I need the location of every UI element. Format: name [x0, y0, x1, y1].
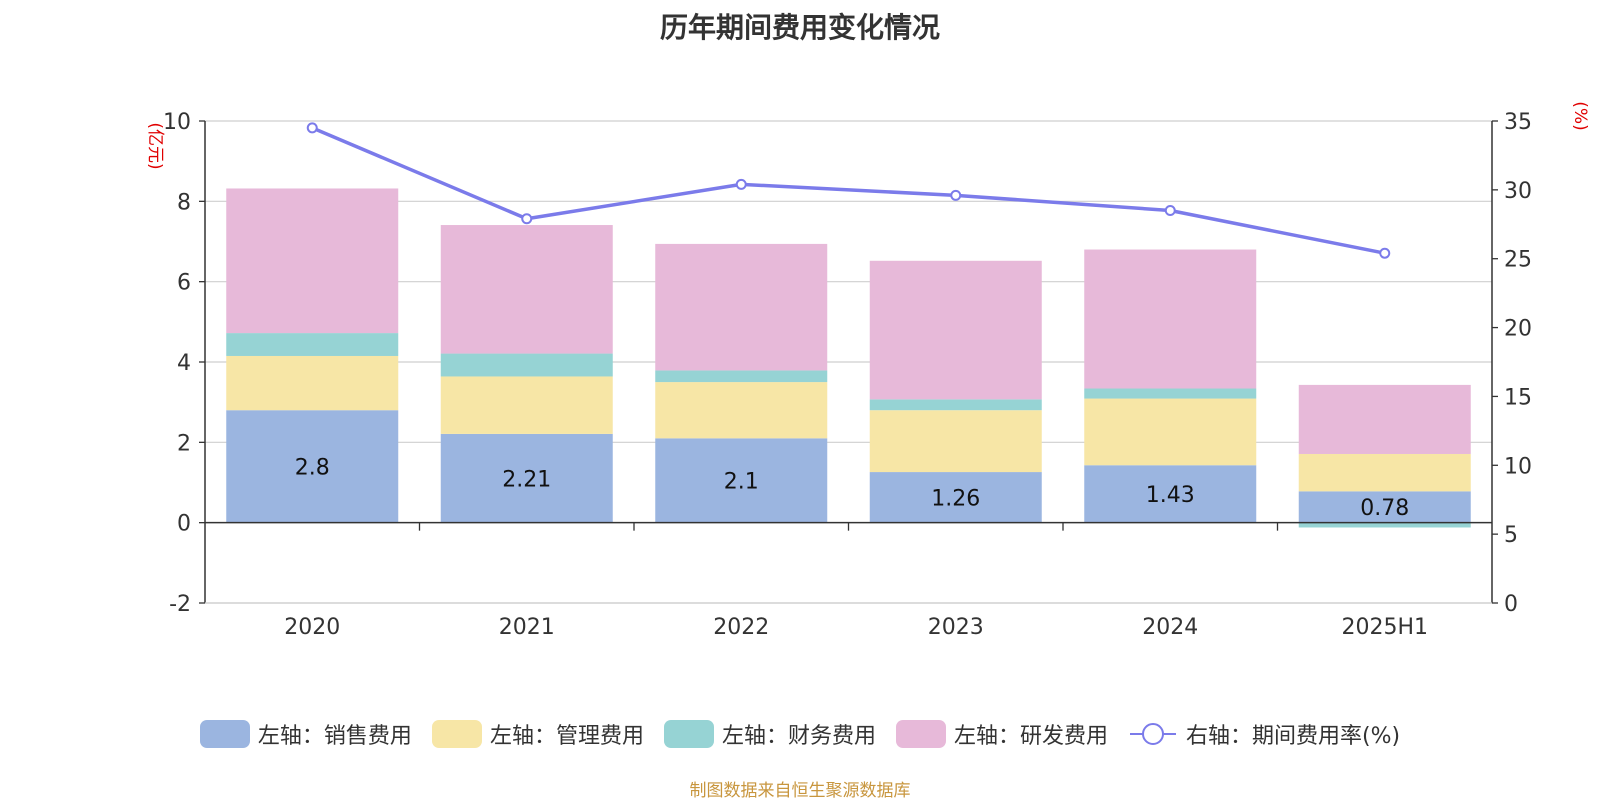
rate-point: [1164, 205, 1176, 217]
right-tick-label: 20: [1504, 317, 1532, 342]
legend-swatch-sales: [199, 720, 250, 748]
legend-line-marker-icon: [1129, 723, 1176, 745]
rate-point: [521, 213, 533, 225]
category-label: 2021: [499, 615, 555, 640]
rate-point: [950, 189, 962, 201]
legend-label: 右轴：期间费用率(%): [1185, 724, 1401, 749]
data-label-sales: 0.78: [1360, 496, 1409, 521]
legend-swatch-finance: [663, 720, 714, 748]
bar-rnd-2025H1: [1298, 384, 1471, 454]
chart-title: 历年期间费用变化情况: [659, 11, 940, 44]
bar-rnd-2023: [869, 260, 1042, 400]
bar-rnd-2020: [226, 188, 399, 334]
bar-mgmt-2021: [440, 376, 613, 434]
bar-rnd-2021: [440, 225, 613, 354]
bar-sales-2021: [440, 433, 613, 523]
right-tick-label: 35: [1504, 110, 1532, 135]
bar-rnd-2022: [655, 243, 828, 371]
category-label: 2022: [713, 615, 769, 640]
bar-mgmt-2020: [226, 355, 399, 411]
left-tick-label: -2: [169, 592, 191, 617]
rate-point: [735, 178, 747, 190]
rate-line: [311, 126, 1386, 255]
category-label: 2023: [928, 615, 984, 640]
right-axis-title: (%): [1570, 101, 1590, 130]
data-label-sales: 2.1: [724, 469, 759, 494]
bar-finance-2022: [655, 370, 828, 383]
legend-label: 左轴：销售费用: [257, 724, 412, 749]
left-axis-title: (亿元): [145, 122, 165, 169]
legend-item-sales[interactable]: 左轴：销售费用: [199, 718, 412, 750]
left-tick-label: 0: [177, 512, 191, 537]
bar-sales-2020: [226, 410, 399, 523]
category-label: 2024: [1142, 615, 1198, 640]
data-label-sales: 1.26: [931, 486, 980, 511]
bar-finance-2021: [440, 353, 613, 377]
rate-point: [1379, 247, 1391, 259]
left-tick-label: 8: [177, 190, 191, 215]
left-tick-label: 6: [177, 271, 191, 296]
right-tick-label: 30: [1504, 179, 1532, 204]
bar-finance-2023: [869, 399, 1042, 411]
right-tick-label: 5: [1504, 523, 1518, 548]
bar-finance-2020: [226, 333, 399, 356]
category-label: 2025H1: [1341, 615, 1428, 640]
chart-legend: 左轴：销售费用 左轴：管理费用 左轴：财务费用 左轴：研发费用 右轴：期间费用率(%): [0, 718, 1600, 750]
bar-mgmt-2023: [869, 410, 1042, 473]
bar-finance-2024: [1084, 388, 1257, 399]
legend-label: 左轴：财务费用: [721, 724, 876, 749]
bar-sales-2023: [869, 472, 1042, 523]
left-tick-label: 2: [177, 431, 191, 456]
legend-swatch-mgmt: [431, 720, 482, 748]
right-tick-label: 10: [1504, 454, 1532, 479]
data-label-sales: 2.21: [502, 467, 551, 492]
legend-label: 左轴：管理费用: [489, 724, 644, 749]
legend-item-mgmt[interactable]: 左轴：管理费用: [431, 718, 644, 750]
legend-item-rnd[interactable]: 左轴：研发费用: [895, 718, 1108, 750]
right-tick-label: 25: [1504, 248, 1532, 273]
legend-item-rate[interactable]: 右轴：期间费用率(%): [1128, 718, 1400, 750]
bar-mgmt-2022: [655, 382, 828, 439]
right-tick-label: 0: [1504, 592, 1518, 617]
left-tick-label: 10: [163, 110, 191, 135]
bar-sales-2025H1: [1298, 491, 1471, 523]
rate-point: [306, 122, 318, 134]
left-tick-label: 4: [177, 351, 191, 376]
bar-sales-2024: [1084, 465, 1257, 523]
bar-finance-2025H1: [1298, 522, 1471, 528]
category-label: 2020: [284, 615, 340, 640]
source-note: 制图数据来自恒生聚源数据库: [689, 781, 911, 801]
legend-item-finance[interactable]: 左轴：财务费用: [663, 718, 876, 750]
data-label-sales: 1.43: [1146, 483, 1195, 508]
legend-swatch-rnd: [895, 720, 946, 748]
bar-mgmt-2025H1: [1298, 453, 1471, 492]
bar-rnd-2024: [1084, 249, 1257, 389]
data-label-sales: 2.8: [295, 455, 330, 480]
bar-mgmt-2024: [1084, 398, 1257, 466]
bar-sales-2022: [655, 438, 828, 523]
legend-label: 左轴：研发费用: [953, 724, 1108, 749]
right-tick-label: 15: [1504, 385, 1532, 410]
